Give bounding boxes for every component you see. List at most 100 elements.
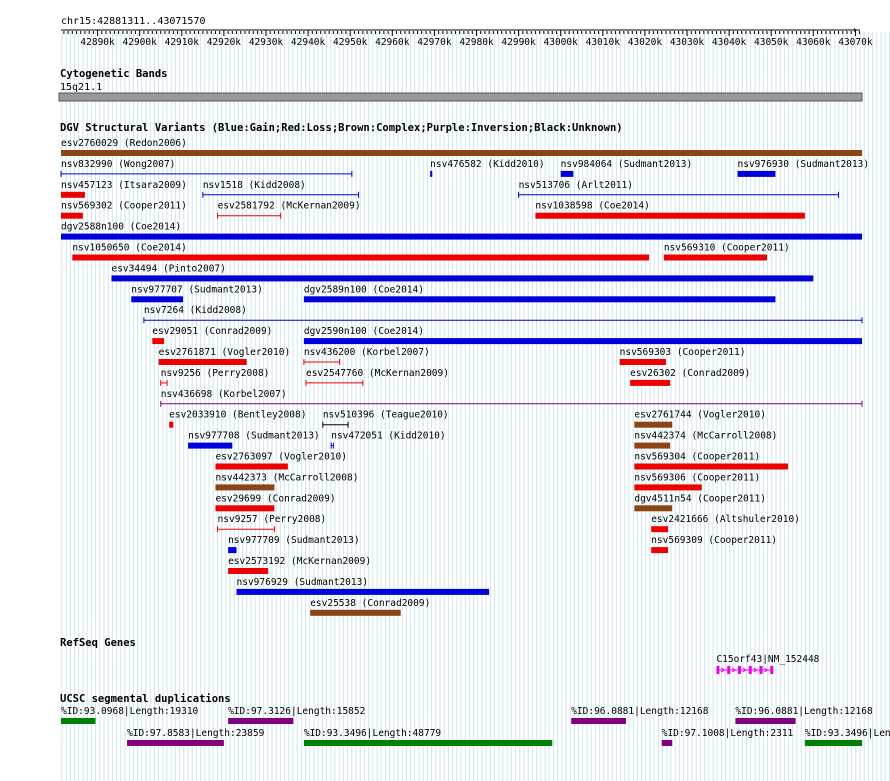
dgv-feature-bar[interactable] xyxy=(560,170,574,177)
dgv-feature-bar[interactable] xyxy=(634,442,671,449)
dgv-feature-bar[interactable] xyxy=(111,275,814,282)
dgv-feature[interactable]: esv25538 (Conrad2009) xyxy=(310,598,430,616)
dgv-feature-bar[interactable] xyxy=(303,296,776,303)
dgv-feature-bar[interactable] xyxy=(131,296,184,303)
segdup-feature[interactable]: %ID:97.1008|Length:2311 xyxy=(661,728,794,746)
dgv-feature[interactable]: esv2763097 (Vogler2010) xyxy=(215,452,347,470)
dgv-feature[interactable]: nsv436698 (Korbel2007) xyxy=(160,389,863,407)
dgv-feature[interactable]: nsv1038598 (Coe2014) xyxy=(535,201,805,219)
dgv-feature[interactable]: esv34494 (Pinto2007) xyxy=(111,263,814,282)
dgv-feature[interactable]: nsv569303 (Cooper2011) xyxy=(619,347,746,365)
dgv-feature-bar[interactable] xyxy=(737,170,776,177)
dgv-feature-bar[interactable] xyxy=(228,547,237,554)
dgv-feature[interactable]: nsv7264 (Kidd2008) xyxy=(143,305,863,324)
dgv-feature-label: esv2547760 (McKernan2009) xyxy=(306,368,449,379)
dgv-feature-bar[interactable] xyxy=(634,463,789,470)
dgv-feature[interactable]: esv2033910 (Bentley2008) xyxy=(169,410,306,428)
dgv-feature-bar[interactable] xyxy=(152,338,165,345)
dgv-feature[interactable]: esv2761871 (Vogler2010) xyxy=(158,347,291,365)
dgv-feature[interactable]: nsv976930 (Sudmant2013) xyxy=(737,159,870,177)
dgv-feature[interactable]: nsv476582 (Kidd2010) xyxy=(430,159,545,177)
segdup-feature-bar[interactable] xyxy=(127,740,224,746)
dgv-feature[interactable]: esv2573192 (McKernan2009) xyxy=(228,556,371,574)
dgv-feature[interactable]: nsv984064 (Sudmant2013) xyxy=(560,159,693,177)
dgv-feature-bar[interactable] xyxy=(630,379,671,386)
dgv-feature-bar[interactable] xyxy=(619,359,666,365)
dgv-feature[interactable]: nsv569310 (Cooper2011) xyxy=(663,243,790,261)
dgv-feature-bar[interactable] xyxy=(310,609,401,616)
dgv-feature-bar[interactable] xyxy=(61,212,83,219)
segdup-feature-bar[interactable] xyxy=(303,740,553,746)
dgv-feature[interactable]: esv2421666 (Altshuler2010) xyxy=(651,514,800,533)
dgv-feature-bar[interactable] xyxy=(61,191,85,198)
dgv-feature-bar[interactable] xyxy=(228,568,269,574)
dgv-feature[interactable]: nsv442373 (McCarroll2008) xyxy=(215,472,358,491)
dgv-feature[interactable]: esv2581792 (McKernan2009) xyxy=(217,201,361,219)
dgv-feature-bar[interactable] xyxy=(430,170,433,177)
segdup-feature[interactable]: %ID:93.3496|Length: xyxy=(804,728,890,746)
dgv-feature-label: nsv976929 (Sudmant2013) xyxy=(237,577,369,588)
dgv-feature[interactable]: nsv569304 (Cooper2011) xyxy=(634,452,789,470)
segdup-feature[interactable]: %ID:96.0881|Length:12168 xyxy=(735,706,873,724)
dgv-feature-bar[interactable] xyxy=(188,442,233,449)
dgv-feature[interactable]: dgv4511n54 (Cooper2011) xyxy=(634,493,766,512)
segdup-feature[interactable]: %ID:93.0968|Length:19310 xyxy=(61,706,199,724)
dgv-feature[interactable]: nsv1518 (Kidd2008) xyxy=(202,180,360,198)
dgv-feature-bar[interactable] xyxy=(634,421,673,428)
segdup-feature[interactable]: %ID:93.3496|Length:48779 xyxy=(303,728,553,746)
dgv-feature-bar[interactable] xyxy=(72,254,650,261)
dgv-feature-bar[interactable] xyxy=(169,421,174,428)
dgv-feature[interactable]: nsv976929 (Sudmant2013) xyxy=(236,577,490,595)
cytoband-bar[interactable] xyxy=(58,92,863,102)
dgv-feature-bar[interactable] xyxy=(61,150,862,156)
dgv-feature-bar[interactable] xyxy=(215,505,275,512)
dgv-feature[interactable]: nsv977709 (Sudmant2013) xyxy=(228,535,360,554)
segdup-feature-bar[interactable] xyxy=(228,718,294,724)
dgv-feature-bar[interactable] xyxy=(663,254,767,261)
dgv-feature[interactable]: dgv2589n100 (Coe2014) xyxy=(303,284,776,303)
dgv-feature[interactable]: nsv510396 (Teague2010) xyxy=(322,410,449,428)
segdup-feature[interactable]: %ID:97.8583|Length:23859 xyxy=(127,728,265,746)
dgv-feature[interactable]: nsv832990 (Wong2007) xyxy=(60,159,353,177)
dgv-feature[interactable]: esv29699 (Conrad2009) xyxy=(215,493,336,512)
dgv-feature-bar[interactable] xyxy=(634,484,702,491)
dgv-feature[interactable]: dgv2588n100 (Coe2014) xyxy=(61,222,862,240)
dgv-feature-bar[interactable] xyxy=(651,547,669,554)
dgv-feature[interactable]: nsv457123 (Itsara2009) xyxy=(61,180,187,198)
dgv-feature[interactable]: esv2761744 (Vogler2010) xyxy=(634,410,766,428)
dgv-feature-bar[interactable] xyxy=(651,526,669,533)
dgv-feature[interactable]: dgv2590n100 (Coe2014) xyxy=(303,326,862,345)
dgv-feature[interactable]: nsv569302 (Cooper2011) xyxy=(61,201,187,219)
dgv-feature[interactable]: nsv1050650 (Coe2014) xyxy=(72,243,650,261)
segdup-feature-bar[interactable] xyxy=(661,740,673,746)
segdup-feature-bar[interactable] xyxy=(571,718,626,724)
segdup-feature-bar[interactable] xyxy=(735,718,796,724)
dgv-feature[interactable]: nsv436200 (Korbel2007) xyxy=(303,347,430,365)
segdup-feature[interactable]: %ID:96.0881|Length:12168 xyxy=(571,706,709,724)
dgv-feature-bar[interactable] xyxy=(303,338,862,345)
dgv-feature[interactable]: nsv9257 (Perry2008) xyxy=(217,514,327,533)
dgv-feature-bar[interactable] xyxy=(158,359,247,365)
segdup-feature-bar[interactable] xyxy=(804,740,862,746)
dgv-feature[interactable]: nsv977707 (Sudmant2013) xyxy=(131,284,263,303)
dgv-feature-bar[interactable] xyxy=(215,463,288,470)
dgv-feature[interactable]: nsv9256 (Perry2008) xyxy=(160,368,270,386)
dgv-feature[interactable]: nsv569309 (Cooper2011) xyxy=(651,535,777,554)
dgv-feature-bar[interactable] xyxy=(535,212,805,219)
dgv-feature[interactable]: esv29051 (Conrad2009) xyxy=(152,326,272,345)
dgv-feature-bar[interactable] xyxy=(634,505,673,512)
dgv-feature-bar[interactable] xyxy=(215,484,275,491)
dgv-feature[interactable]: esv2547760 (McKernan2009) xyxy=(305,368,449,386)
dgv-feature-bar[interactable] xyxy=(61,233,862,240)
segdup-feature-bar[interactable] xyxy=(61,718,96,724)
dgv-feature[interactable]: nsv442374 (McCarroll2008) xyxy=(634,431,777,449)
dgv-feature-bar[interactable] xyxy=(236,588,490,595)
refseq-gene[interactable]: C15orf43|NM_152448 xyxy=(716,654,820,674)
dgv-feature[interactable]: nsv977708 (Sudmant2013) xyxy=(188,431,320,449)
segdup-feature[interactable]: %ID:97.3126|Length:15852 xyxy=(228,706,365,724)
dgv-feature[interactable]: esv2760029 (Redon2006) xyxy=(61,138,862,156)
dgv-feature[interactable]: nsv472051 (Kidd2010) xyxy=(330,431,446,449)
dgv-feature[interactable]: esv26302 (Conrad2009) xyxy=(630,368,750,386)
dgv-feature[interactable]: nsv513706 (Arlt2011) xyxy=(518,180,840,198)
dgv-feature[interactable]: nsv569306 (Cooper2011) xyxy=(634,472,760,491)
